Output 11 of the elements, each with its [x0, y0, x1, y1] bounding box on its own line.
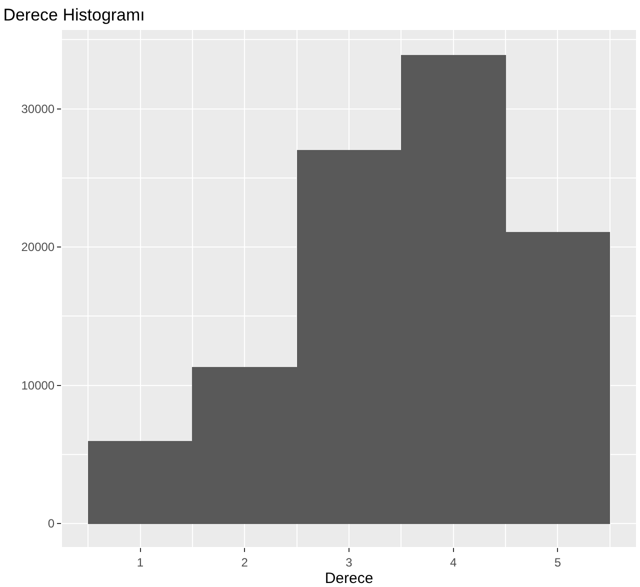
- y-tick-label: 0: [48, 516, 55, 531]
- y-tick-label: 30000: [21, 102, 55, 116]
- x-tick-label: 2: [241, 555, 248, 570]
- x-tick-label: 4: [450, 555, 458, 570]
- x-tick-label: 3: [346, 555, 353, 570]
- x-tick-label: 5: [554, 555, 562, 570]
- x-axis-title: Derece: [324, 570, 374, 587]
- x-tick-label: 1: [136, 555, 144, 570]
- chart-title: Derece Histogramı: [3, 6, 145, 25]
- y-tick-label: 10000: [21, 378, 55, 392]
- y-tick-label: 20000: [21, 240, 55, 254]
